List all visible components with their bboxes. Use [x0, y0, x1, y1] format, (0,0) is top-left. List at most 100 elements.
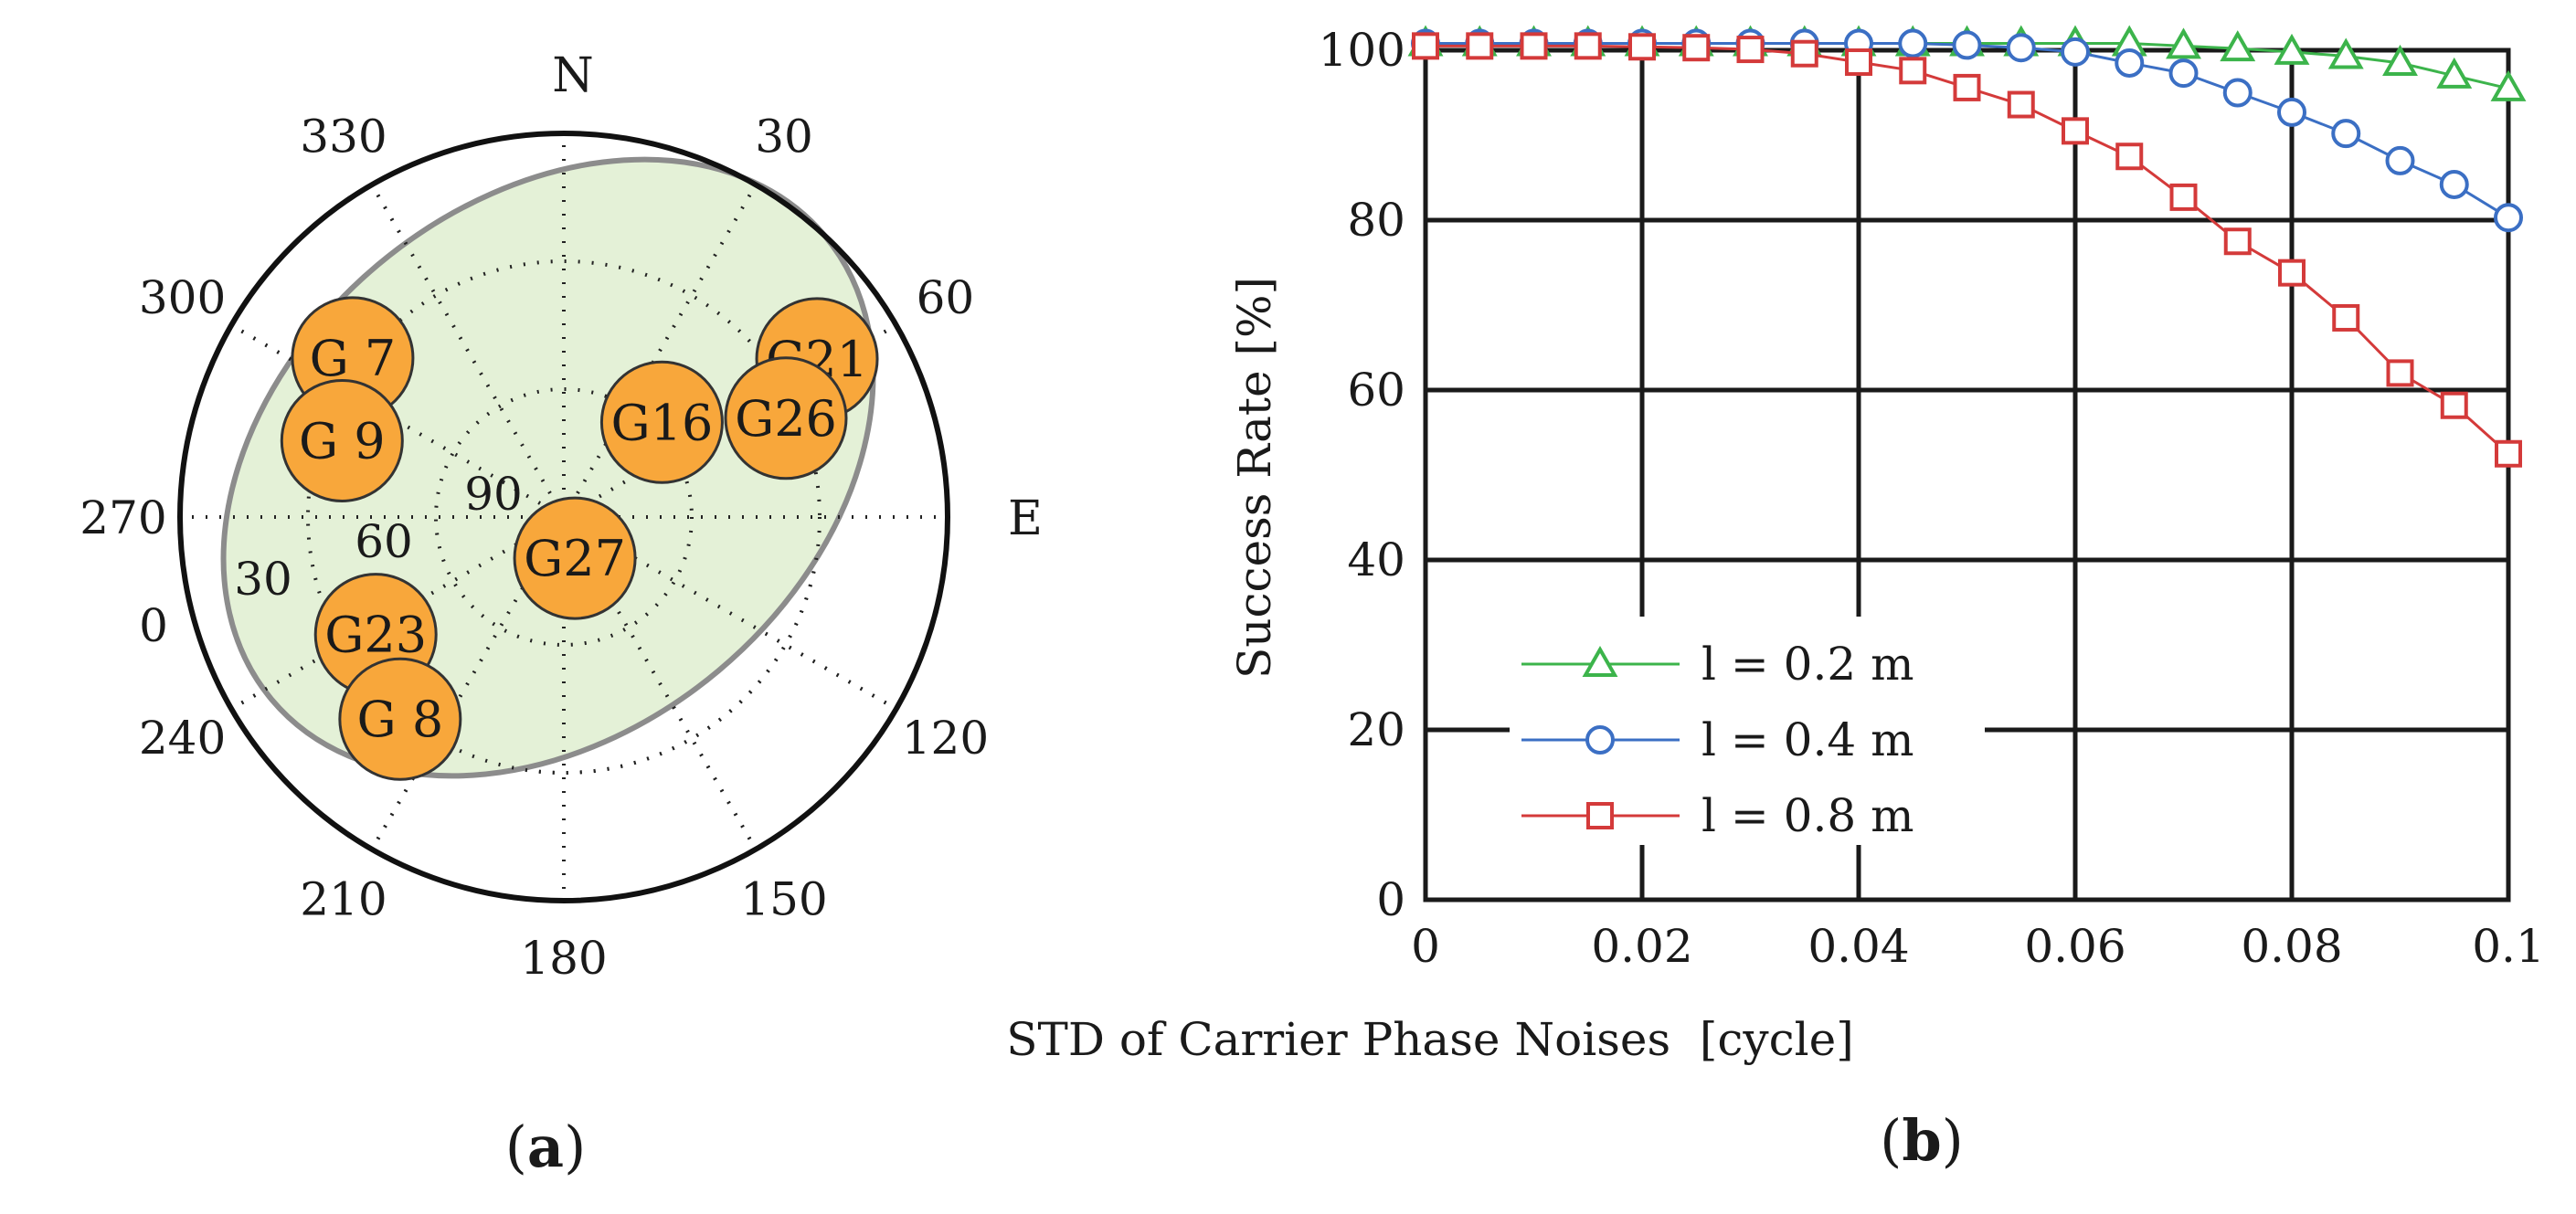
elevation-label: 90 — [464, 468, 523, 521]
chart-series — [1407, 25, 2527, 468]
x-tick-label: 0 — [1411, 920, 1440, 973]
data-point — [1953, 73, 1981, 101]
satellite-label: G27 — [524, 530, 626, 587]
satellite-disc — [724, 356, 848, 480]
satellite-label: G 8 — [357, 691, 444, 748]
data-point — [2277, 97, 2306, 127]
data-point — [1682, 34, 1711, 62]
satellite-disc — [280, 378, 404, 502]
azimuth-label: 300 — [139, 271, 226, 324]
data-point — [1899, 57, 1927, 85]
y-tick-label: 60 — [1347, 364, 1405, 417]
azimuth-label: 150 — [740, 872, 827, 925]
data-point — [1466, 32, 1494, 60]
data-point — [2382, 44, 2418, 76]
satellite-marker: G 8 — [338, 657, 462, 781]
satellite-label: G 7 — [310, 330, 397, 387]
satellite-disc — [513, 496, 637, 620]
data-point — [2007, 90, 2035, 119]
data-point — [2439, 169, 2469, 199]
data-point — [2332, 303, 2360, 332]
x-axis-label: STD of Carrier Phase Noises [cycle] — [1006, 1013, 1854, 1066]
satellite-marker: G 9 — [280, 378, 404, 502]
satellite-marker: G16 — [599, 360, 724, 484]
x-tick-label: 0.06 — [2024, 920, 2125, 973]
data-point — [2436, 57, 2473, 89]
azimuth-label: 330 — [300, 111, 387, 164]
compass-north-label: N — [552, 48, 594, 103]
legend-label: l = 0.4 m — [1701, 713, 1914, 766]
x-tick-label: 0.08 — [2241, 920, 2342, 973]
data-point — [2278, 259, 2306, 287]
data-point — [2494, 203, 2523, 233]
y-tick-label: 20 — [1347, 703, 1405, 756]
satellite-label: G16 — [610, 394, 713, 451]
series-line — [1426, 44, 2510, 455]
data-point — [2495, 439, 2522, 468]
series-square — [1412, 32, 2522, 468]
caption-b: (b) — [1880, 1107, 1964, 1174]
chart-legend: l = 0.2 m l = 0.4 m l = 0.8 m — [1510, 617, 1985, 845]
data-point — [2274, 33, 2310, 65]
satellite-label: G23 — [324, 607, 427, 664]
data-point — [2168, 58, 2199, 89]
elevation-ring — [434, 387, 694, 647]
azimuth-label: 180 — [520, 932, 607, 985]
x-tick-label: 0.04 — [1807, 920, 1909, 973]
chart-tick-labels: 0 0.02 0.04 0.06 0.08 0.1 0 20 40 60 80 100 — [1319, 24, 2545, 973]
caption-a: (a) — [505, 1114, 587, 1180]
data-point — [2061, 37, 2090, 67]
azimuth-label: 270 — [80, 491, 166, 544]
y-tick-label: 100 — [1319, 24, 1405, 77]
azimuth-spoke — [562, 184, 758, 519]
data-point — [1952, 30, 1982, 60]
elevation-label: 60 — [355, 515, 413, 568]
visibility-region — [220, 156, 876, 779]
legend-label: l = 0.8 m — [1701, 789, 1914, 842]
legend-label: l = 0.2 m — [1701, 638, 1914, 691]
y-tick-label: 80 — [1347, 194, 1405, 247]
data-point — [1898, 28, 1928, 58]
elevation-label: 30 — [234, 553, 292, 606]
data-point — [2385, 145, 2415, 175]
data-point — [1585, 725, 1615, 755]
satellite-label: G26 — [735, 390, 837, 448]
x-tick-label: 0.1 — [2472, 920, 2545, 973]
legend-entry: l = 0.4 m — [1521, 713, 1914, 766]
data-point — [2115, 143, 2144, 171]
y-tick-label: 0 — [1376, 873, 1405, 926]
data-point — [2220, 30, 2256, 62]
data-point — [2223, 227, 2252, 256]
data-point — [2222, 78, 2253, 108]
y-tick-label: 40 — [1347, 533, 1405, 586]
compass-east-label: E — [1008, 491, 1043, 546]
data-point — [1790, 39, 1818, 68]
data-point — [2327, 37, 2364, 69]
success-rate-chart: 0 0.02 0.04 0.06 0.08 0.1 0 20 40 60 80 100 l = 0.2… — [1006, 24, 2545, 1066]
data-point — [1574, 32, 1602, 60]
data-point — [2166, 27, 2201, 59]
y-axis-label: Success Rate [%] — [1228, 277, 1281, 679]
legend-entry: l = 0.8 m — [1521, 789, 1914, 842]
horizon-circle — [177, 131, 950, 903]
data-point — [2062, 117, 2089, 145]
data-point — [1628, 33, 1656, 61]
satellite-label: G 9 — [299, 412, 386, 470]
azimuth-label: 240 — [139, 712, 226, 765]
azimuth-label: 210 — [300, 872, 387, 925]
azimuth-spoke — [562, 515, 897, 711]
data-point — [1412, 32, 1439, 60]
legend-entry: l = 0.2 m — [1521, 638, 1914, 691]
azimuth-label: 120 — [902, 712, 989, 765]
data-point — [1736, 36, 1765, 64]
data-point — [1520, 32, 1548, 60]
azimuth-label: 60 — [917, 271, 975, 324]
data-point — [1845, 48, 1872, 77]
x-tick-label: 0.02 — [1591, 920, 1692, 973]
data-point — [2440, 391, 2468, 419]
satellite-marker: G26 — [724, 356, 848, 480]
